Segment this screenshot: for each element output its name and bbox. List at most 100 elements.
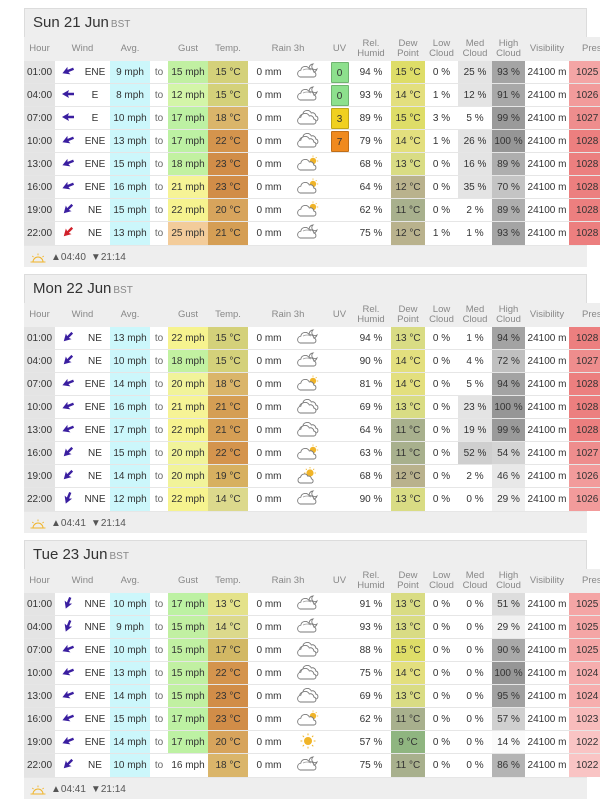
forecast-row: 22:00 NE 13 mph to 25 mph 21 °C 0 mm 75 % 12 °C 1…: [24, 222, 600, 245]
visibility-cell: 24100 m: [525, 419, 569, 442]
wind-direction-text: NE: [88, 228, 102, 239]
wind-avg-cell: 12 mph: [110, 488, 150, 511]
forecast-row: 07:00 ENE 10 mph to 15 mph 17 °C 0 mm 88 % 15 °C…: [24, 639, 600, 662]
to-label: to: [150, 61, 168, 84]
visibility-cell: 24100 m: [525, 61, 569, 84]
to-label: to: [150, 153, 168, 176]
med-cloud-cell: 26 %: [458, 130, 492, 153]
forecast-row: 13:00 ENE 15 mph to 18 mph 23 °C 0 mm 68 % 13 °C…: [24, 153, 600, 176]
wind-gust-cell: 15 mph: [168, 639, 208, 662]
col-low-line2: Cloud: [429, 314, 454, 325]
col-dew-line1: Dew: [398, 570, 418, 581]
visibility-cell: 24100 m: [525, 130, 569, 153]
uv-cell: [328, 373, 351, 396]
wind-direction-text: NE: [88, 760, 102, 771]
timezone-label: BST: [110, 19, 131, 30]
cloud-sun-icon: [297, 709, 321, 730]
forecast-row: 22:00 NNE 12 mph to 22 mph 14 °C 0 mm 90 % 13 °C…: [24, 488, 600, 511]
low-cloud-cell: 0 %: [425, 662, 458, 685]
weather-icon-cell: [290, 107, 328, 130]
hour-cell: 07:00: [24, 107, 55, 130]
hour-cell: 07:00: [24, 639, 55, 662]
wind-direction-text: ENE: [80, 373, 110, 396]
uv-cell: [328, 731, 351, 754]
dew-point-cell: 14 °C: [391, 662, 425, 685]
to-label: to: [150, 84, 168, 107]
pressure-cell: 1027 mb: [569, 350, 600, 373]
low-cloud-cell: 0 %: [425, 373, 458, 396]
forecast-row: 19:00 NE 15 mph to 22 mph 20 °C 0 mm 62 % 11 °C 0…: [24, 199, 600, 222]
cloud-icon: [297, 420, 321, 441]
humidity-cell: 88 %: [351, 639, 391, 662]
sun-times-bar: ▲04:41 ▼21:14: [24, 511, 587, 533]
col-rel: Rel. Humid: [351, 569, 391, 593]
wind-avg-cell: 13 mph: [110, 222, 150, 245]
cloud-moon-icon: [297, 351, 321, 372]
to-label: to: [150, 350, 168, 373]
sunrise-time: ▲04:40: [51, 252, 86, 263]
temperature-cell: 21 °C: [208, 396, 248, 419]
pressure-cell: 1026 mb: [569, 465, 600, 488]
uv-cell: [328, 593, 351, 616]
temperature-cell: 13 °C: [208, 593, 248, 616]
low-cloud-cell: 0 %: [425, 327, 458, 350]
uv-cell: [328, 176, 351, 199]
hour-cell: 04:00: [24, 84, 55, 107]
wind-direction-icon: [55, 199, 80, 222]
pressure-cell: 1028 mb: [569, 327, 600, 350]
cloud-moon-icon: [297, 755, 321, 776]
col-avg: Avg.: [110, 569, 150, 593]
col-vis: Visibility: [525, 37, 569, 61]
humidity-cell: 62 %: [351, 199, 391, 222]
wind-gust-cell: 22 mph: [168, 199, 208, 222]
high-cloud-cell: 94 %: [492, 373, 525, 396]
sunrise-time: ▲04:41: [51, 784, 86, 795]
low-cloud-cell: 1 %: [425, 84, 458, 107]
low-cloud-cell: 0 %: [425, 396, 458, 419]
col-high-line1: High: [498, 304, 519, 315]
col-to: [150, 303, 168, 327]
rain-cell: 0 mm: [248, 419, 290, 442]
to-label: to: [154, 760, 164, 771]
col-low: Low Cloud: [425, 303, 458, 327]
visibility-cell: 24100 m: [525, 616, 569, 639]
col-avg: Avg.: [110, 37, 150, 61]
wind-gust-cell: 22 mph: [168, 419, 208, 442]
wind-gust-cell: 20 mph: [168, 465, 208, 488]
uv-cell: [328, 639, 351, 662]
wind-direction-icon: [55, 616, 80, 639]
temperature-cell: 15 °C: [208, 327, 248, 350]
rain-cell: 0 mm: [248, 731, 290, 754]
dew-point-cell: 14 °C: [391, 373, 425, 396]
sun-icon: [297, 732, 321, 753]
col-low: Low Cloud: [425, 569, 458, 593]
pressure-cell: 1028 mb: [569, 176, 600, 199]
wind-direction-text: ENE: [80, 708, 110, 731]
cloud-moon-icon: [297, 62, 321, 83]
cloud-sun-icon: [297, 443, 321, 464]
uv-cell: [328, 465, 351, 488]
col-low-line2: Cloud: [429, 580, 454, 591]
visibility-cell: 24100 m: [525, 199, 569, 222]
col-dew: Dew Point: [391, 37, 425, 61]
high-cloud-cell: 46 %: [492, 465, 525, 488]
dew-point-cell: 11 °C: [391, 754, 425, 777]
rain-cell: 0 mm: [248, 662, 290, 685]
humidity-cell: 69 %: [351, 685, 391, 708]
col-med-line1: Med: [465, 38, 485, 49]
forecast-row: 04:00 NE 10 mph to 18 mph 15 °C 0 mm 90 % 14 °C 0…: [24, 350, 600, 373]
col-wind: Wind: [55, 569, 110, 593]
wind-gust-cell: 17 mph: [168, 107, 208, 130]
dew-point-cell: 13 °C: [391, 327, 425, 350]
rain-cell: 0 mm: [248, 708, 290, 731]
to-label: to: [150, 593, 168, 616]
pressure-cell: 1025 mb: [569, 639, 600, 662]
col-med-line2: Cloud: [462, 580, 488, 591]
col-low-line1: Low: [432, 304, 451, 315]
temperature-cell: 20 °C: [208, 731, 248, 754]
day-title: Mon 22 Jun: [33, 280, 112, 297]
med-cloud-cell: 19 %: [458, 419, 492, 442]
cloud-moon-icon: [297, 594, 321, 615]
pressure-cell: 1028 mb: [569, 130, 600, 153]
